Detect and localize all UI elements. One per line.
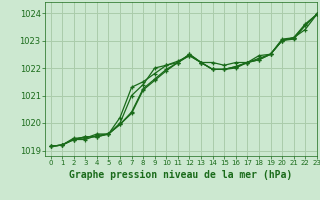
X-axis label: Graphe pression niveau de la mer (hPa): Graphe pression niveau de la mer (hPa) — [69, 170, 292, 180]
